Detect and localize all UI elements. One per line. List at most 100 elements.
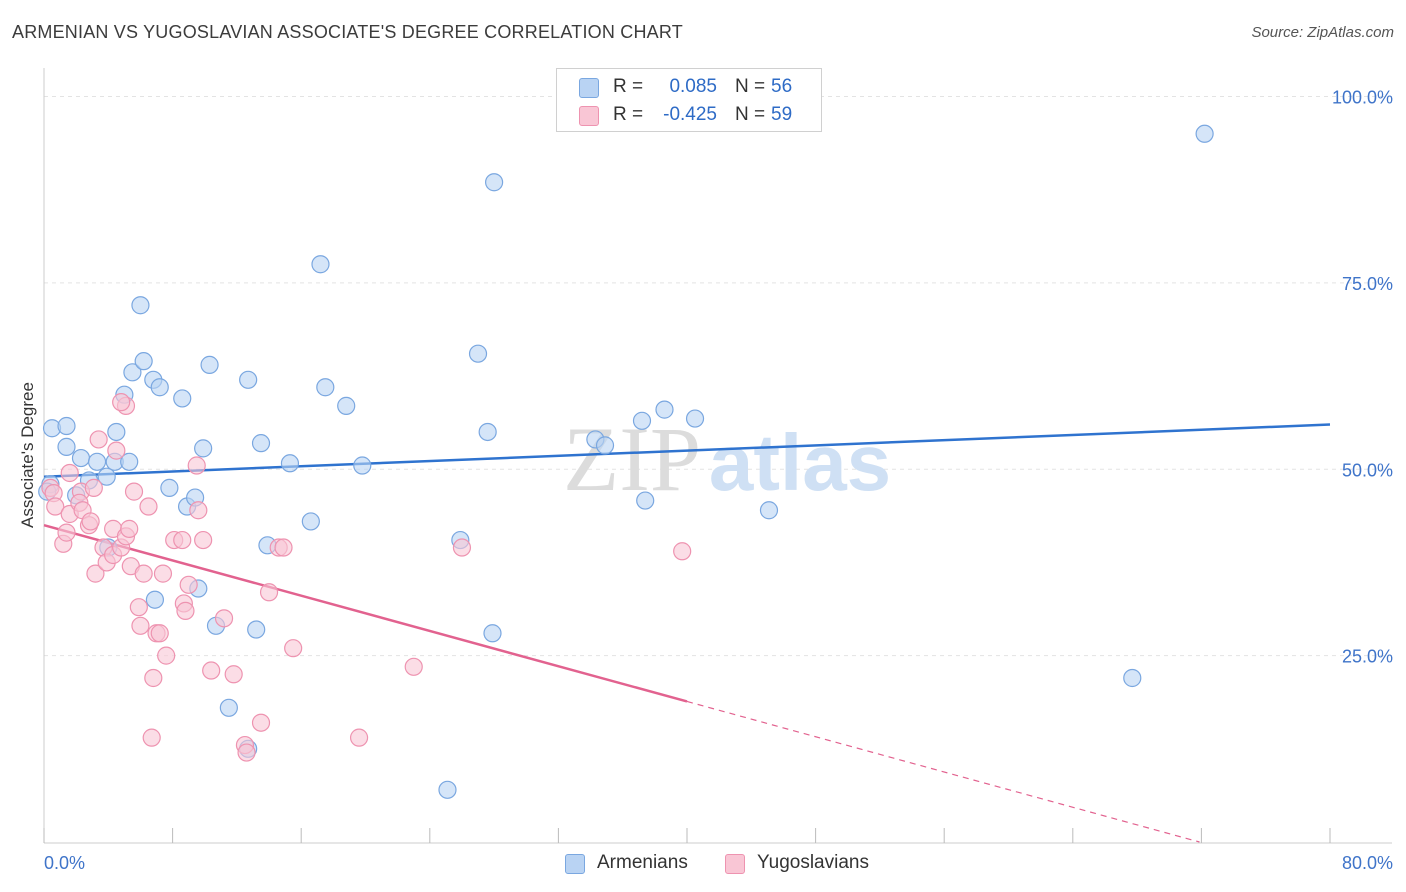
armenians-legend-swatch (565, 854, 585, 874)
data-points (38, 124, 1214, 799)
armenian-point (150, 378, 169, 397)
r-label: R = (613, 76, 644, 97)
yugoslavian-point (194, 530, 213, 550)
yugoslavian-point (157, 646, 176, 665)
armenian-point (353, 456, 372, 475)
yugoslavian-point (176, 601, 195, 620)
yugoslavian-point (202, 661, 221, 680)
yugoslavian-point (144, 668, 163, 688)
r-value: 0.085 (669, 76, 717, 97)
yugoslavian-point (129, 598, 148, 617)
yugoslavian-point (452, 538, 472, 557)
armenian-point (120, 452, 139, 471)
armenian-point (134, 352, 153, 371)
yugoslavian-point (89, 430, 108, 449)
yugoslavian-point (134, 564, 153, 583)
watermark-zip: ZIP (563, 408, 701, 510)
yugoslavian-point (237, 743, 256, 762)
yugoslavian-point (284, 639, 303, 658)
yugoslavian-point (251, 713, 271, 732)
yugoslavian-point (139, 497, 158, 516)
legend-row-armenians: R = 0.085 N = 56 (557, 73, 821, 101)
x-tick-label: 0.0% (44, 853, 85, 873)
chart-title: ARMENIAN VS YUGOSLAVIAN ASSOCIATE'S DEGR… (12, 22, 683, 42)
armenian-point (685, 409, 705, 428)
n-label: N = (735, 76, 766, 97)
armenian-point (247, 620, 266, 639)
yugoslavian-point (131, 616, 150, 635)
yugoslavian-point (214, 609, 234, 628)
trend-line (43, 523, 688, 703)
n-label: N = (735, 104, 766, 125)
armenian-point (1195, 124, 1214, 143)
armenian-point (107, 422, 126, 442)
yugoslavian-point (142, 728, 161, 747)
armenian-point (57, 416, 76, 436)
y-tick-label: 75.0% (1342, 274, 1393, 294)
yugoslavian-point (173, 530, 192, 550)
yugoslavian-point (224, 665, 243, 684)
armenian-point (438, 780, 457, 799)
r-value: -0.425 (663, 104, 717, 125)
armenian-point (251, 434, 271, 453)
yugoslavian-point (57, 523, 76, 542)
x-tick-label: 80.0% (1342, 853, 1393, 873)
armenian-point (87, 452, 107, 471)
armenian-point (301, 512, 320, 531)
tick-labels: 25.0% 50.0% 75.0% 100.0% 0.0% 80.0% (44, 88, 1393, 874)
y-tick-label: 100.0% (1332, 88, 1393, 108)
armenians-swatch (579, 78, 599, 98)
n-value: 59 (771, 104, 793, 125)
armenian-point (478, 422, 497, 442)
armenian-point (655, 400, 674, 419)
legend-label: Armenians (597, 852, 688, 873)
yugoslavian-point (112, 393, 131, 412)
yugoslavian-point (179, 575, 198, 594)
armenian-point (97, 467, 116, 486)
armenian-point (483, 624, 502, 643)
yugoslavian-point (86, 564, 105, 583)
yugoslavian-point (84, 478, 103, 497)
trend-line-extension (686, 700, 1200, 843)
yugoslavian-point (107, 441, 126, 460)
yugoslavians-legend-swatch (725, 854, 745, 874)
yugoslavian-point (124, 482, 144, 501)
trend-lines (43, 423, 1331, 843)
yugoslavian-point (187, 456, 206, 475)
armenian-point (1123, 668, 1142, 688)
armenian-point (131, 296, 150, 315)
armenian-point (123, 363, 142, 382)
armenian-point (316, 378, 335, 397)
yugoslavian-point (81, 512, 100, 531)
yugoslavian-point (349, 728, 369, 747)
armenian-point (145, 590, 165, 609)
yugoslavian-point (150, 624, 169, 643)
y-tick-label: 50.0% (1342, 460, 1393, 480)
armenian-point (595, 436, 615, 455)
armenian-point (194, 439, 213, 458)
armenian-point (160, 478, 179, 497)
watermark: ZIP atlas (563, 408, 891, 510)
armenian-point (173, 389, 192, 408)
armenian-point (219, 698, 238, 717)
yugoslavian-point (673, 542, 692, 561)
armenian-point (485, 173, 504, 192)
yugoslavian-point (46, 497, 65, 516)
watermark-atlas: atlas (709, 418, 891, 507)
axes (43, 68, 1392, 844)
legend-row-yugoslavians: R = -0.425 N = 59 (557, 101, 821, 129)
yugoslavian-point (259, 583, 279, 602)
yugoslavian-point (189, 501, 208, 520)
yugoslavian-point (274, 538, 293, 557)
armenian-point (337, 396, 356, 415)
trend-line (43, 423, 1331, 478)
armenian-point (57, 437, 76, 456)
armenian-point (759, 501, 779, 520)
yugoslavian-point (404, 657, 423, 676)
gridlines (44, 96, 1392, 657)
n-value: 56 (771, 76, 793, 97)
source-label: Source: ZipAtlas.com (1251, 24, 1394, 41)
armenian-point (636, 491, 655, 510)
yugoslavian-point (60, 463, 79, 483)
